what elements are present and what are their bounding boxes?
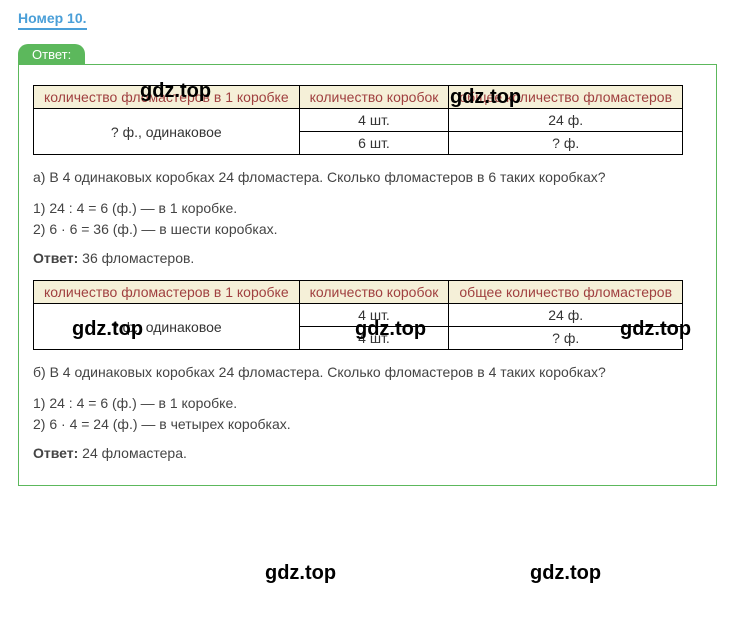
table-cell: 24 ф. [449, 304, 683, 327]
table-cell: 4 шт. [299, 109, 449, 132]
table-cell: ? ф. [449, 132, 683, 155]
table-cell-merged: ? ф., одинаковое [34, 109, 300, 155]
solution-content: количество фломастеров в 1 коробке колич… [18, 64, 717, 486]
problem-a-step1: 1) 24 : 4 = 6 (ф.) — в 1 коробке. [33, 198, 702, 219]
table-header-row: количество фломастеров в 1 коробке колич… [34, 281, 683, 304]
problem-a-step2: 2) 6 · 6 = 36 (ф.) — в шести коробках. [33, 219, 702, 240]
table-2: количество фломастеров в 1 коробке колич… [33, 280, 683, 350]
problem-b-answer: Ответ: 24 фломастера. [33, 445, 702, 461]
answer-value: 24 фломастера. [78, 445, 187, 461]
table-cell: 24 ф. [449, 109, 683, 132]
table-header-cell: количество фломастеров в 1 коробке [34, 281, 300, 304]
watermark: gdz.top [530, 562, 601, 585]
table-cell: 4 шт. [299, 327, 449, 350]
answer-value: 36 фломастеров. [78, 250, 194, 266]
table-cell: 6 шт. [299, 132, 449, 155]
table-row: ? ф., одинаковое 4 шт. 24 ф. [34, 109, 683, 132]
answer-label: Ответ: [33, 250, 78, 266]
answer-badge: Ответ: [18, 44, 85, 65]
problem-b-text: б) В 4 одинаковых коробках 24 фломастера… [33, 362, 702, 383]
table-header-cell: общее количество фломастеров [449, 281, 683, 304]
problem-b-step2: 2) 6 · 4 = 24 (ф.) — в четырех коробках. [33, 414, 702, 435]
problem-b-step1: 1) 24 : 4 = 6 (ф.) — в 1 коробке. [33, 393, 702, 414]
table-header-cell: количество коробок [299, 281, 449, 304]
table-header-cell: общее количество фломастеров [449, 86, 683, 109]
table-cell: 4 шт. [299, 304, 449, 327]
task-number: Номер 10. [18, 10, 87, 30]
table-cell-merged: ? ф., одинаковое [34, 304, 300, 350]
watermark: gdz.top [265, 562, 336, 585]
table-header-row: количество фломастеров в 1 коробке колич… [34, 86, 683, 109]
table-header-cell: количество коробок [299, 86, 449, 109]
answer-label: Ответ: [33, 445, 78, 461]
table-header-cell: количество фломастеров в 1 коробке [34, 86, 300, 109]
table-row: ? ф., одинаковое 4 шт. 24 ф. [34, 304, 683, 327]
table-1: количество фломастеров в 1 коробке колич… [33, 85, 683, 155]
problem-a-text: а) В 4 одинаковых коробках 24 фломастера… [33, 167, 702, 188]
table-cell: ? ф. [449, 327, 683, 350]
problem-a-answer: Ответ: 36 фломастеров. [33, 250, 702, 266]
